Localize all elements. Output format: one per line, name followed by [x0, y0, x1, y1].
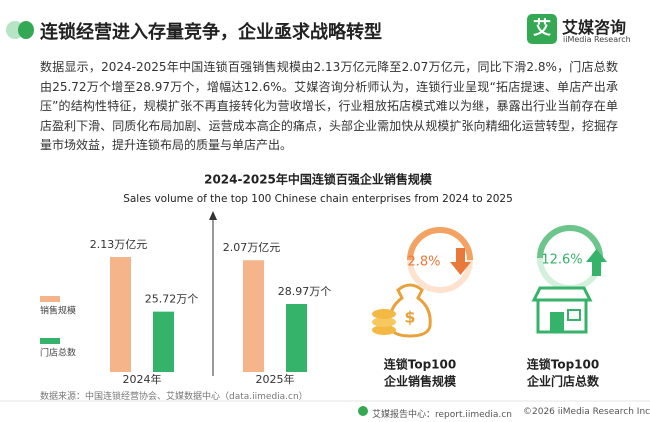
bar: [286, 304, 307, 372]
svg-text:$: $: [404, 308, 415, 327]
value-label: 28.97万个: [278, 285, 332, 298]
value-label: 25.72万个: [145, 293, 199, 306]
legend-swatch: [40, 338, 60, 344]
legend-label: 销售规模: [40, 305, 76, 317]
logo-name: 艾媒咨询: [562, 18, 627, 37]
store-icon: [531, 286, 593, 334]
bar: [243, 260, 264, 372]
footer-left: 艾媒报告中心：report.iimedia.cn: [372, 410, 512, 420]
down-arrow: [450, 248, 471, 275]
axis-arrow: [209, 211, 217, 220]
legend-label: 门店总数: [40, 347, 76, 359]
chart-subtitle: Sales volume of the top 100 Chinese chai…: [123, 193, 513, 205]
x-tick-label: 2024年: [123, 372, 162, 386]
kpi-value: 2.8%: [407, 255, 440, 270]
bar: [110, 257, 131, 372]
x-tick-label: 2025年: [256, 372, 295, 386]
logo-mark: 艾: [527, 14, 557, 44]
bar: [153, 311, 174, 372]
kpi-caption: 连锁Top100: [384, 357, 456, 372]
value-label: 2.13万亿元: [90, 238, 148, 251]
legend-swatch: [40, 296, 60, 302]
chart-title: 2024-2025年中国连锁百强企业销售规模: [204, 172, 433, 187]
source-note: 数据来源：中国连锁经营协会、艾媒数据中心（data.iimedia.cn）: [40, 392, 308, 402]
kpi-caption: 连锁Top100: [527, 357, 599, 372]
footer-right: ©2026 iiMedia Research Inc: [523, 407, 650, 417]
logo-sub: iiMedia Research: [563, 35, 631, 44]
value-label: 2.07万亿元: [223, 241, 281, 254]
kpi-ring-arc: [407, 227, 473, 261]
kpi-caption: 企业销售规模: [383, 374, 457, 389]
kpi-value: 12.6%: [541, 253, 582, 268]
body-paragraph: 数据显示，2024-2025年中国连锁百强销售规模由2.13万亿元降至2.07万…: [40, 60, 618, 152]
footer-logo: [358, 406, 368, 416]
kpi-ring-arc: [537, 225, 603, 259]
kpi-caption: 企业门店总数: [526, 374, 600, 389]
header-pill: [18, 21, 34, 39]
up-arrow: [586, 249, 607, 276]
money-icon: $: [372, 283, 432, 338]
page-title: 连锁经营进入存量竞争，企业亟求战略转型: [40, 22, 382, 43]
